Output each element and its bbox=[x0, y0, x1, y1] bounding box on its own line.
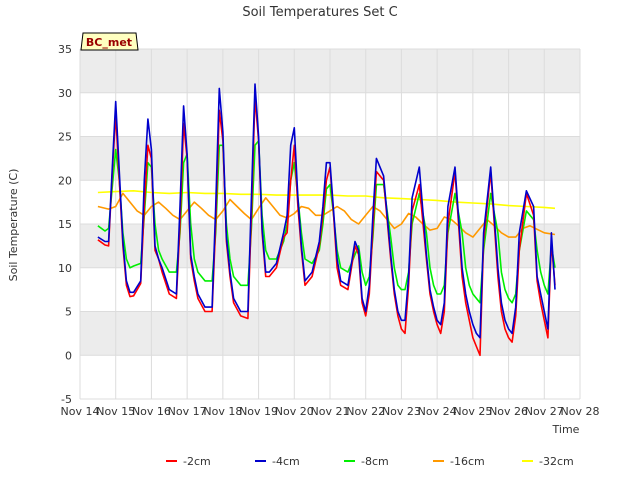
station-badge-label: BC_met bbox=[86, 36, 132, 49]
x-tick-label: Nov 27 bbox=[525, 405, 564, 418]
series-line-minus4cm bbox=[97, 83, 556, 339]
legend-label: -2cm bbox=[183, 455, 211, 468]
x-tick-label: Nov 17 bbox=[168, 405, 207, 418]
series-line-minus8cm bbox=[97, 140, 556, 304]
x-tick-label: Nov 16 bbox=[132, 405, 171, 418]
x-tick-label: Nov 28 bbox=[561, 405, 600, 418]
series-line-minus32cm bbox=[97, 190, 556, 210]
station-badge: BC_met bbox=[80, 32, 139, 51]
y-tick-label: 10 bbox=[58, 262, 72, 275]
x-tick-label: Nov 24 bbox=[418, 405, 457, 418]
legend-label: -16cm bbox=[450, 455, 485, 468]
series-layer bbox=[97, 83, 556, 357]
x-tick-label: Nov 25 bbox=[453, 405, 492, 418]
legend-label: -8cm bbox=[361, 455, 389, 468]
x-tick-label: Nov 14 bbox=[61, 405, 100, 418]
y-tick-label: -5 bbox=[61, 393, 72, 406]
y-tick-label: 20 bbox=[58, 174, 72, 187]
series-line-minus16cm bbox=[97, 192, 556, 238]
y-tick-label: 35 bbox=[58, 43, 72, 56]
x-tick-label: Nov 21 bbox=[311, 405, 350, 418]
x-tick-label: Nov 26 bbox=[489, 405, 528, 418]
y-axis-label: Soil Temperature (C) bbox=[7, 169, 20, 282]
y-axis: -5 0 5 10 15 20 25 30 35 bbox=[58, 43, 72, 406]
x-tick-label: Nov 18 bbox=[203, 405, 242, 418]
y-tick-label: 25 bbox=[58, 131, 72, 144]
y-tick-label: 15 bbox=[58, 218, 72, 231]
y-tick-label: 30 bbox=[58, 87, 72, 100]
x-axis-label: Time bbox=[552, 423, 580, 436]
x-tick-label: Nov 15 bbox=[96, 405, 135, 418]
x-tick-label: Nov 19 bbox=[239, 405, 278, 418]
legend: -2cm -4cm -8cm -16cm -32cm bbox=[166, 455, 574, 468]
chart-title: Soil Temperatures Set C bbox=[242, 5, 397, 20]
series-line-minus2cm bbox=[97, 96, 556, 357]
legend-label: -32cm bbox=[539, 455, 574, 468]
x-tick-label: Nov 23 bbox=[382, 405, 421, 418]
legend-label: -4cm bbox=[272, 455, 300, 468]
y-tick-label: 5 bbox=[65, 306, 72, 319]
x-tick-label: Nov 22 bbox=[346, 405, 385, 418]
y-tick-label: 0 bbox=[65, 349, 72, 362]
x-tick-label: Nov 20 bbox=[275, 405, 314, 418]
